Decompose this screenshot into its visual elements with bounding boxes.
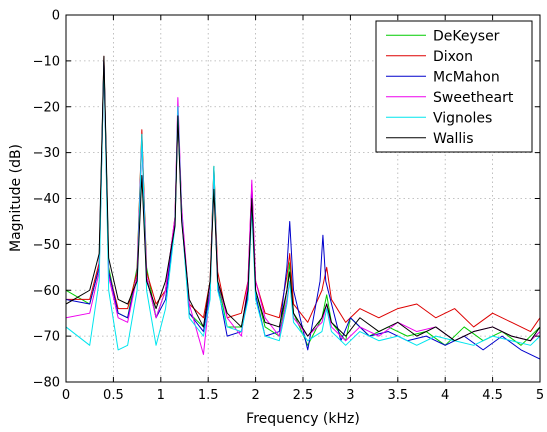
y-axis-label: Magnitude (dB) [8, 144, 24, 252]
x-tick-label: 0 [62, 388, 70, 403]
series-line-wallis [66, 55, 540, 342]
y-tick-label: −50 [33, 238, 60, 253]
y-tick-label: −80 [33, 376, 60, 391]
legend-label: Sweetheart [433, 90, 514, 106]
x-tick-label: 5 [536, 388, 544, 403]
legend-label: DeKeyser [433, 28, 500, 44]
y-tick-label: 0 [52, 9, 60, 24]
x-tick-label: 2 [251, 388, 259, 403]
x-tick-label: 4 [441, 388, 449, 403]
y-tick-label: −60 [33, 284, 60, 299]
legend-label: Dixon [433, 49, 473, 65]
x-tick-label: 3 [346, 388, 354, 403]
x-tick-label: 1.5 [198, 388, 219, 403]
legend-label: Wallis [433, 131, 474, 147]
legend-label: McMahon [433, 69, 500, 85]
x-axis-label: Frequency (kHz) [246, 411, 360, 427]
axis-ticks: 0 0.5 1 1.5 2 2.5 3 3.5 4 4.5 5 0 −10 −20 −30 −40 −50 −60… [33, 9, 545, 404]
x-tick-label: 0.5 [103, 388, 124, 403]
legend-label: Vignoles [433, 110, 492, 126]
y-tick-label: −20 [33, 100, 60, 115]
x-tick-label: 1 [157, 388, 165, 403]
y-tick-label: −30 [33, 146, 60, 161]
y-tick-label: −70 [33, 330, 60, 345]
x-tick-label: 3.5 [387, 388, 408, 403]
x-tick-label: 2.5 [293, 388, 314, 403]
legend: DeKeyser Dixon McMahon Sweetheart Vignoles Wa… [375, 20, 533, 153]
y-tick-label: −40 [33, 192, 60, 207]
legend-box [375, 20, 533, 153]
y-tick-label: −10 [33, 54, 60, 69]
x-tick-label: 4.5 [482, 388, 503, 403]
series-lines [66, 55, 540, 360]
